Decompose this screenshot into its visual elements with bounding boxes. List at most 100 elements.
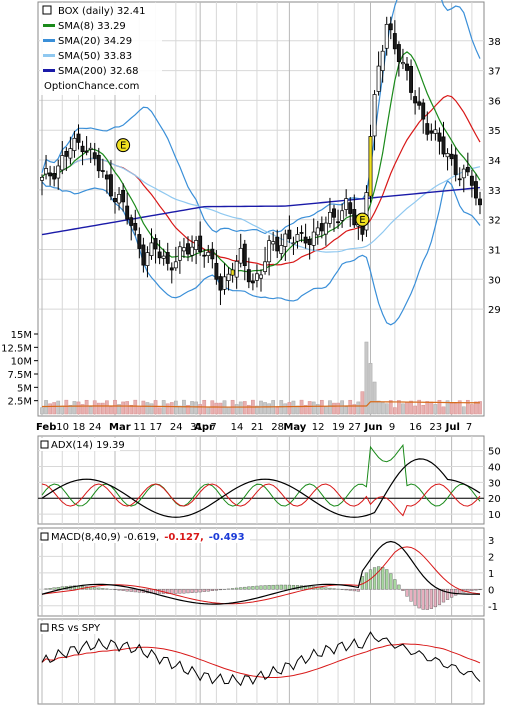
macd-histogram-bar: [356, 589, 360, 592]
candle-body: [254, 273, 259, 281]
macd-histogram-bar: [437, 589, 442, 605]
candle-body: [210, 248, 215, 260]
macd-histogram-bar: [251, 586, 255, 590]
price-y-tick: 33: [488, 186, 501, 197]
macd-histogram-bar: [174, 589, 178, 594]
macd-histogram-bar: [283, 584, 287, 590]
candle-body: [129, 217, 134, 226]
macd-y-tick: 0: [488, 585, 494, 596]
macd-histogram-bar: [206, 589, 210, 592]
volume-bar: [173, 400, 178, 415]
earnings-marker-label: E: [120, 141, 126, 152]
legend-entry: SMA(50) 33.83: [58, 51, 132, 62]
macd-histogram-bar: [218, 589, 223, 591]
y-axis-labels: 3837363534333231302915M12.5M10M7.5M5M2.5…: [1, 37, 501, 613]
volume-bar: [234, 404, 239, 415]
candle-body: [113, 198, 117, 203]
macd-histogram-bar: [445, 589, 450, 600]
macd-histogram-bar: [478, 589, 482, 591]
legend-swatch: [43, 54, 55, 57]
volume-bar: [137, 405, 142, 415]
volume-bar: [397, 400, 401, 415]
candle-body: [60, 155, 65, 171]
volume-bar: [238, 401, 243, 415]
volume-bar: [92, 400, 97, 415]
volume-bar: [105, 400, 109, 415]
macd-histogram-bar: [332, 588, 336, 590]
macd-histogram-bar: [210, 589, 214, 592]
x-tick-label: 11: [133, 422, 146, 433]
macd-histogram-bar: [182, 589, 186, 594]
macd-histogram-bar: [170, 589, 174, 594]
candle-body: [327, 211, 332, 224]
volume-y-tick: 5M: [17, 383, 32, 394]
legend-checkbox: [42, 5, 52, 15]
rs-title: RS vs SPY: [40, 621, 110, 634]
volume-bar: [453, 402, 458, 415]
macd-histogram-bar: [239, 587, 243, 590]
volume-bar: [307, 401, 312, 415]
macd-histogram-bar: [381, 566, 385, 590]
macd-histogram-bar: [202, 589, 206, 592]
candle-body: [291, 242, 296, 245]
adx-minus-di: [41, 483, 481, 517]
x-tick-label: 27: [348, 422, 361, 433]
candle-body: [214, 262, 219, 280]
price-y-tick: 34: [488, 156, 501, 167]
candle-body: [76, 133, 81, 143]
price-y-tick: 31: [488, 245, 501, 256]
volume-bar: [356, 401, 361, 415]
volume-bar: [348, 399, 353, 415]
x-tick-label: 10: [56, 422, 69, 433]
candle-body: [40, 176, 44, 181]
macd-histogram-bar: [393, 579, 397, 590]
macd-histogram-bar: [166, 589, 170, 594]
macd-histogram-bar: [320, 587, 324, 590]
volume-bar: [344, 406, 349, 415]
macd-histogram-bar: [377, 566, 381, 590]
x-tick-label: 12: [312, 422, 325, 433]
volume-bar: [141, 400, 146, 415]
candle-body: [181, 247, 186, 252]
x-tick-label: 16: [409, 422, 422, 433]
volume-bar: [157, 407, 162, 415]
candle-body: [465, 166, 470, 173]
price-y-tick: 32: [488, 216, 501, 227]
adx-title-text: ADX(14) 19.39: [51, 440, 125, 451]
x-tick-label: Mar: [109, 422, 131, 433]
volume-y-tick: 15M: [11, 330, 32, 341]
legend-swatch: [43, 24, 55, 27]
volume-bar: [60, 405, 65, 415]
x-tick-label: 17: [150, 422, 163, 433]
x-tick-label: Jun: [364, 422, 383, 433]
candle-body: [141, 244, 146, 266]
candle-body: [348, 202, 353, 214]
volume-bar: [392, 407, 397, 415]
macd-histogram-bar: [279, 584, 283, 590]
macd-histogram-bar: [178, 589, 182, 594]
volume-bar: [474, 401, 478, 415]
volume-bar: [125, 401, 130, 415]
volume-bar: [401, 403, 405, 415]
candle-body: [218, 276, 223, 291]
candle-body: [250, 280, 255, 284]
macd-title-text: MACD(8,40,9) -0.619, -0.127, -0.493: [51, 532, 245, 543]
macd-histogram-bar: [267, 585, 271, 590]
earnings-marker: [116, 138, 131, 153]
macd-histogram-bar: [275, 584, 279, 590]
candle-body: [72, 137, 77, 151]
volume-bar: [129, 404, 134, 415]
rs-panel-frame: [37, 618, 485, 705]
candle-body: [396, 44, 401, 62]
candle-body: [271, 241, 276, 245]
volume-bar: [461, 406, 466, 415]
candle-body: [275, 236, 280, 252]
volume-bar: [429, 401, 434, 415]
adx-y-tick: 10: [488, 510, 501, 521]
macd-histogram-bar: [117, 589, 121, 591]
candle-body: [445, 153, 450, 158]
x-tick-label: Feb: [36, 422, 56, 433]
volume-bar: [40, 407, 44, 415]
volume-bar: [372, 381, 377, 415]
